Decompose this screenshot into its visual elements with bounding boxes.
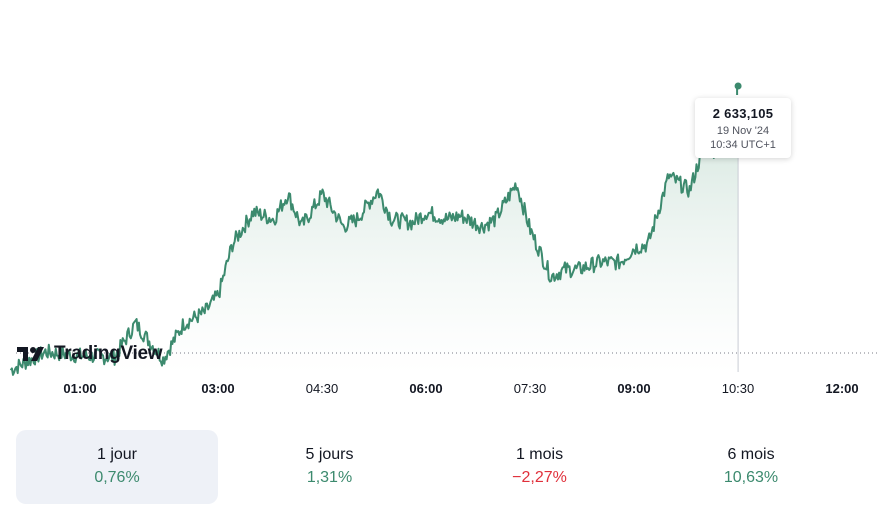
time-range-selector: 1 jour 0,76% 5 jours 1,31% 1 mois −2,27% 6 moi… [16,430,864,504]
price-line [9,109,739,376]
x-tick-label: 12:00 [825,381,858,396]
range-label: 6 mois [727,446,775,463]
x-tick-label: 06:00 [409,381,442,396]
price-area-fill [10,110,739,375]
range-button-1-mois[interactable]: 1 mois −2,27% [433,430,646,504]
tooltip-price: 2 633,105 [712,106,774,121]
x-tick-label: 07:30 [514,381,547,396]
x-tick-label: 03:00 [201,381,234,396]
tooltip-date: 19 Nov '24 [716,125,770,137]
last-price-marker [734,82,742,90]
range-change: 0,76% [94,469,140,486]
tradingview-logo-text: TradingView [54,343,163,364]
price-chart[interactable]: 01:00 03:00 04:30 06:00 07:30 09:00 10:30 12:00… [0,0,879,410]
range-label: 1 mois [515,446,564,463]
range-button-5-jours[interactable]: 5 jours 1,31% [226,430,433,504]
x-tick-label: 10:30 [722,381,755,396]
range-label: 5 jours [305,446,354,463]
range-change: 1,31% [306,469,353,486]
x-tick-label: 04:30 [306,381,339,396]
range-button-1-jour[interactable]: 1 jour 0,76% [16,430,218,504]
range-change: −2,27% [512,469,567,486]
price-chart-svg: 01:00 03:00 04:30 06:00 07:30 09:00 10:30 12:00 [9,82,879,396]
tooltip-time: 10:34 UTC+1 [710,139,776,151]
x-tick-label: 09:00 [617,381,650,396]
range-label: 1 jour [96,446,138,463]
price-tooltip: 2 633,105 19 Nov '24 10:34 UTC+1 [695,98,791,158]
x-tick-label: 01:00 [63,381,96,396]
tradingview-logo[interactable]: TradingView [17,343,163,365]
tradingview-logo-icon [17,347,44,361]
range-change: 10,63% [723,469,779,486]
range-button-6-mois[interactable]: 6 mois 10,63% [646,430,856,504]
